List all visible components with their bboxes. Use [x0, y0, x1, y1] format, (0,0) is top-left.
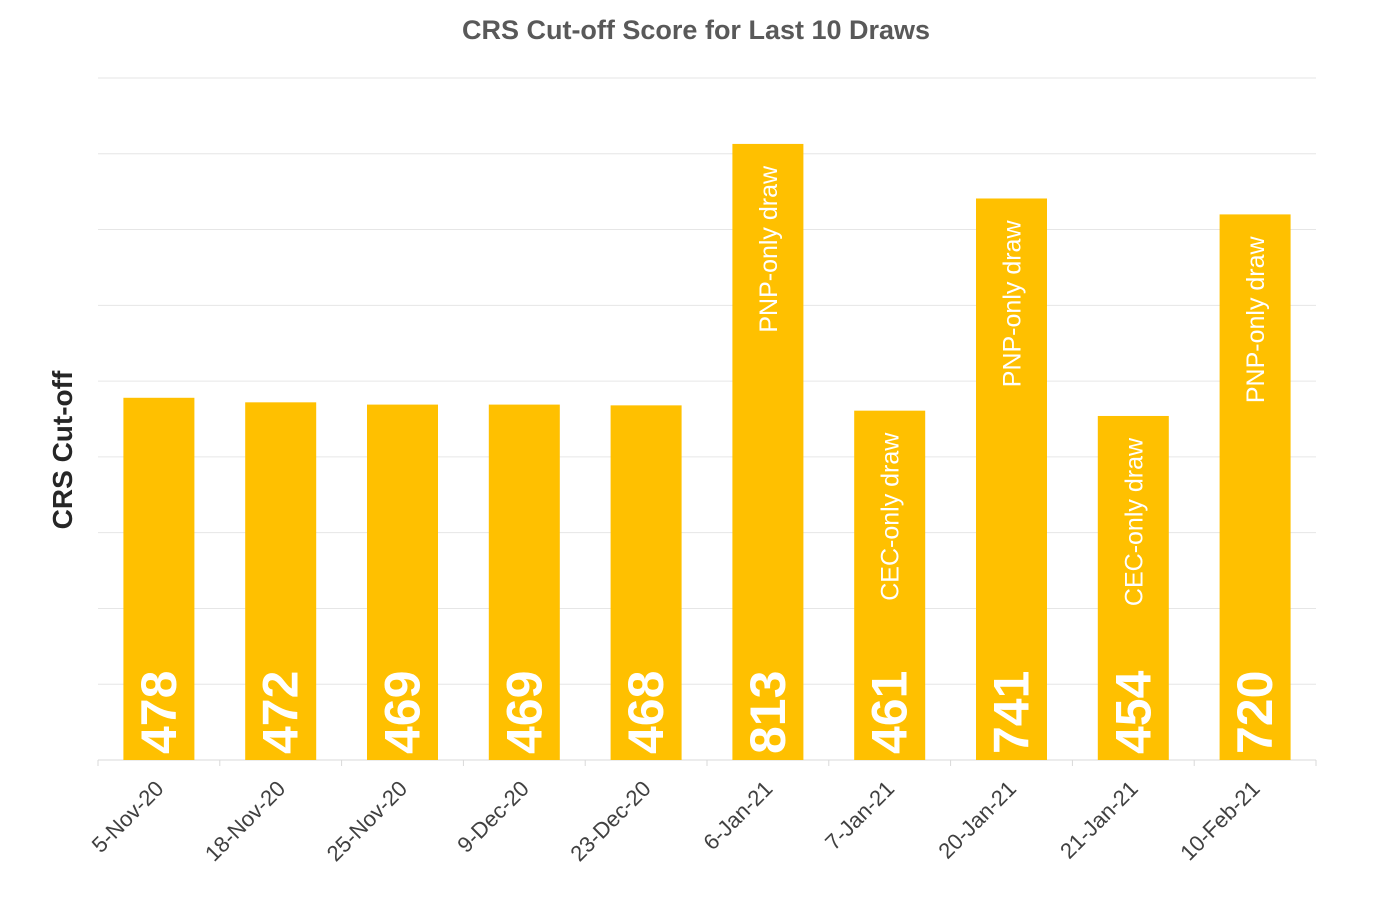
- bar-value-label: 478: [131, 671, 187, 754]
- bar: [1097, 415, 1169, 760]
- x-tick-label: 25-Nov-20: [322, 776, 412, 866]
- bar-value-label: 469: [496, 671, 552, 754]
- bar-value-label: 468: [618, 671, 674, 754]
- bar-value-label: 720: [1227, 671, 1283, 754]
- x-tick-label: 18-Nov-20: [200, 776, 290, 866]
- x-tick-label: 23-Dec-20: [565, 776, 655, 866]
- bar-labels: 478 472 469 469 468 813 PNP-only draw 461 CEC-on…: [131, 165, 1283, 754]
- x-tick-label: 6-Jan-21: [698, 776, 777, 855]
- bar-value-label: 741: [984, 671, 1040, 754]
- bar: [610, 405, 682, 760]
- bar: [854, 410, 926, 760]
- bar-value-label: 813: [740, 671, 796, 754]
- bar: [732, 143, 804, 761]
- bar: [976, 198, 1047, 760]
- bar-value-label: 454: [1105, 670, 1161, 754]
- bar: [1219, 214, 1291, 760]
- bar-annotation: CEC-only draw: [877, 432, 905, 601]
- bar-annotation: PNP-only draw: [1242, 235, 1270, 403]
- x-tick-label: 10-Feb-21: [1175, 776, 1264, 865]
- bar: [123, 397, 195, 760]
- x-tick-label: 21-Jan-21: [1055, 776, 1143, 864]
- bar: [367, 404, 438, 760]
- bar-annotation: CEC-only draw: [1120, 437, 1148, 606]
- bar-annotation: PNP-only draw: [999, 220, 1027, 388]
- x-tick-label: 20-Jan-21: [933, 776, 1021, 864]
- x-axis-ticks: 5-Nov-20 18-Nov-20 25-Nov-20 9-Dec-20 23-Dec…: [87, 776, 1265, 866]
- y-axis-label: CRS Cut-off: [47, 370, 78, 529]
- bar: [488, 404, 560, 760]
- bar-value-label: 472: [253, 671, 309, 754]
- bar: [245, 402, 317, 760]
- bar-annotation: PNP-only draw: [755, 165, 783, 333]
- x-tick-label: 5-Nov-20: [87, 776, 169, 858]
- bar-value-label: 469: [375, 671, 431, 754]
- chart-title: CRS Cut-off Score for Last 10 Draws: [462, 15, 930, 45]
- bar-value-label: 461: [862, 671, 918, 754]
- x-tick-label: 7-Jan-21: [820, 776, 899, 855]
- x-tick-label: 9-Dec-20: [452, 776, 534, 858]
- bars: [123, 143, 1291, 761]
